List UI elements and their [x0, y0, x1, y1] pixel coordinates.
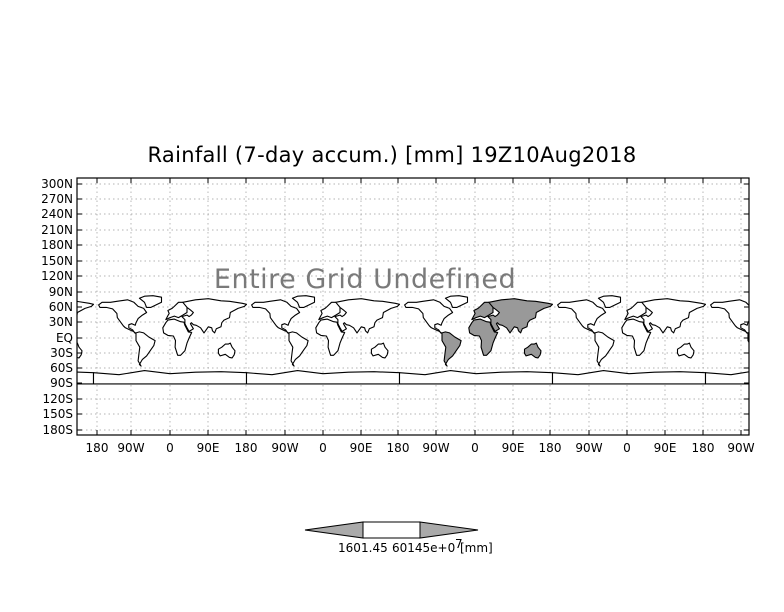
x-tick-label: 0 [623, 441, 631, 455]
continent-greenland [444, 295, 469, 308]
y-tick-label: 60N [49, 300, 73, 314]
x-tick-label: 180 [235, 441, 258, 455]
continent-southAmerica [0, 332, 2, 366]
y-tick-label: 120N [41, 269, 73, 283]
x-tick-label: 90E [197, 441, 220, 455]
continent-africa [775, 319, 784, 355]
x-tick-label: 180 [86, 441, 109, 455]
continent-asia [181, 298, 248, 334]
y-tick-label: 30S [50, 346, 73, 360]
y-tick-label: 90N [49, 285, 73, 299]
x-tick-label: 0 [319, 441, 327, 455]
continent-greenland [291, 295, 316, 308]
continent-southAmerica [747, 332, 749, 344]
continent-greenland [0, 296, 9, 308]
continent-northAmerica [98, 299, 148, 335]
continent-greenland [751, 296, 773, 308]
continent-africa [162, 318, 193, 356]
colorbar-mid-box [362, 521, 421, 539]
y-tick-label: 210N [41, 223, 73, 237]
colorbar-label-5: [mm] [460, 541, 493, 555]
x-tick-label: 90E [350, 441, 373, 455]
continent-australia [217, 342, 236, 359]
continent-australia [676, 342, 695, 359]
colorbar-label-3: 60145e+0 [392, 541, 455, 555]
x-tick-label: 90E [502, 441, 525, 455]
continent-greenland [138, 295, 163, 308]
x-tick-label: 0 [471, 441, 479, 455]
continent-asia [640, 298, 707, 334]
colorbar-high-triangle [419, 521, 479, 539]
x-tick-label: 0 [166, 441, 174, 455]
x-tick-label: 90E [654, 441, 677, 455]
continent-northAmerica [251, 299, 301, 335]
continent-antarctic [92, 370, 248, 385]
x-tick-label: 90W [727, 441, 754, 455]
continent-northAmerica [404, 299, 454, 335]
y-tick-label: 120S [42, 392, 73, 406]
continent-europe [778, 302, 784, 319]
colorbar-low-triangle [304, 521, 364, 539]
y-tick-label: 270N [41, 192, 73, 206]
x-tick-label: 180 [387, 441, 410, 455]
continent-antarctic [551, 370, 707, 385]
continent-northAmerica [710, 299, 749, 335]
x-tick-label: 180 [692, 441, 715, 455]
continent-northAmerica [557, 299, 607, 335]
y-tick-label: 240N [41, 207, 73, 221]
continent-southAmerica [441, 331, 462, 367]
y-tick-label: 60S [50, 361, 73, 375]
continent-australia [370, 342, 389, 359]
y-tick-label: 180S [42, 423, 73, 437]
continent-africa [621, 318, 652, 356]
continent-antarctic [704, 371, 749, 385]
y-tick-label: 300N [41, 177, 73, 191]
x-tick-label: 90W [575, 441, 602, 455]
continent-asia [334, 298, 401, 334]
colorbar-label-4: 7 [455, 537, 463, 551]
continent-australia [523, 342, 542, 359]
y-tick-label: 150S [42, 407, 73, 421]
y-tick-label: EQ [56, 331, 73, 345]
y-tick-label: 30N [49, 315, 73, 329]
undefined-grid-message: Entire Grid Undefined [214, 264, 516, 295]
x-tick-label: 90W [422, 441, 449, 455]
colorbar: 160 1.45 60145e+0 7 [mm] [304, 521, 493, 555]
map-title: Rainfall (7-day accum.) [mm] 19Z10Aug201… [147, 143, 637, 167]
continent-southAmerica [135, 331, 156, 367]
colorbar-label-1: 160 [338, 541, 361, 555]
continent-southAmerica [594, 331, 615, 367]
x-tick-label: 180 [539, 441, 562, 455]
y-tick-label: 180N [41, 238, 73, 252]
continent-greenland [597, 295, 622, 308]
continent-europe [13, 302, 34, 319]
continent-antarctic [245, 370, 401, 385]
x-tick-label: 90W [271, 441, 298, 455]
continent-africa [10, 319, 39, 355]
colorbar-label-2: 1.45 [361, 541, 388, 555]
continent-africa [315, 318, 346, 356]
y-tick-label: 150N [41, 254, 73, 268]
x-axis: 180 90W 0 90E 180 90W 0 90E 180 90W 0 90E 180 90W 0 90E… [86, 178, 755, 455]
continent-antarctic [398, 370, 554, 385]
continent-asia [77, 300, 95, 318]
continent-antarctic [77, 371, 95, 385]
continent-southAmerica [288, 331, 309, 367]
continents-layer [0, 295, 784, 385]
continent-asia [487, 298, 554, 334]
y-tick-label: 90S [50, 376, 73, 390]
continent-africa [468, 318, 499, 356]
x-tick-label: 90W [117, 441, 144, 455]
